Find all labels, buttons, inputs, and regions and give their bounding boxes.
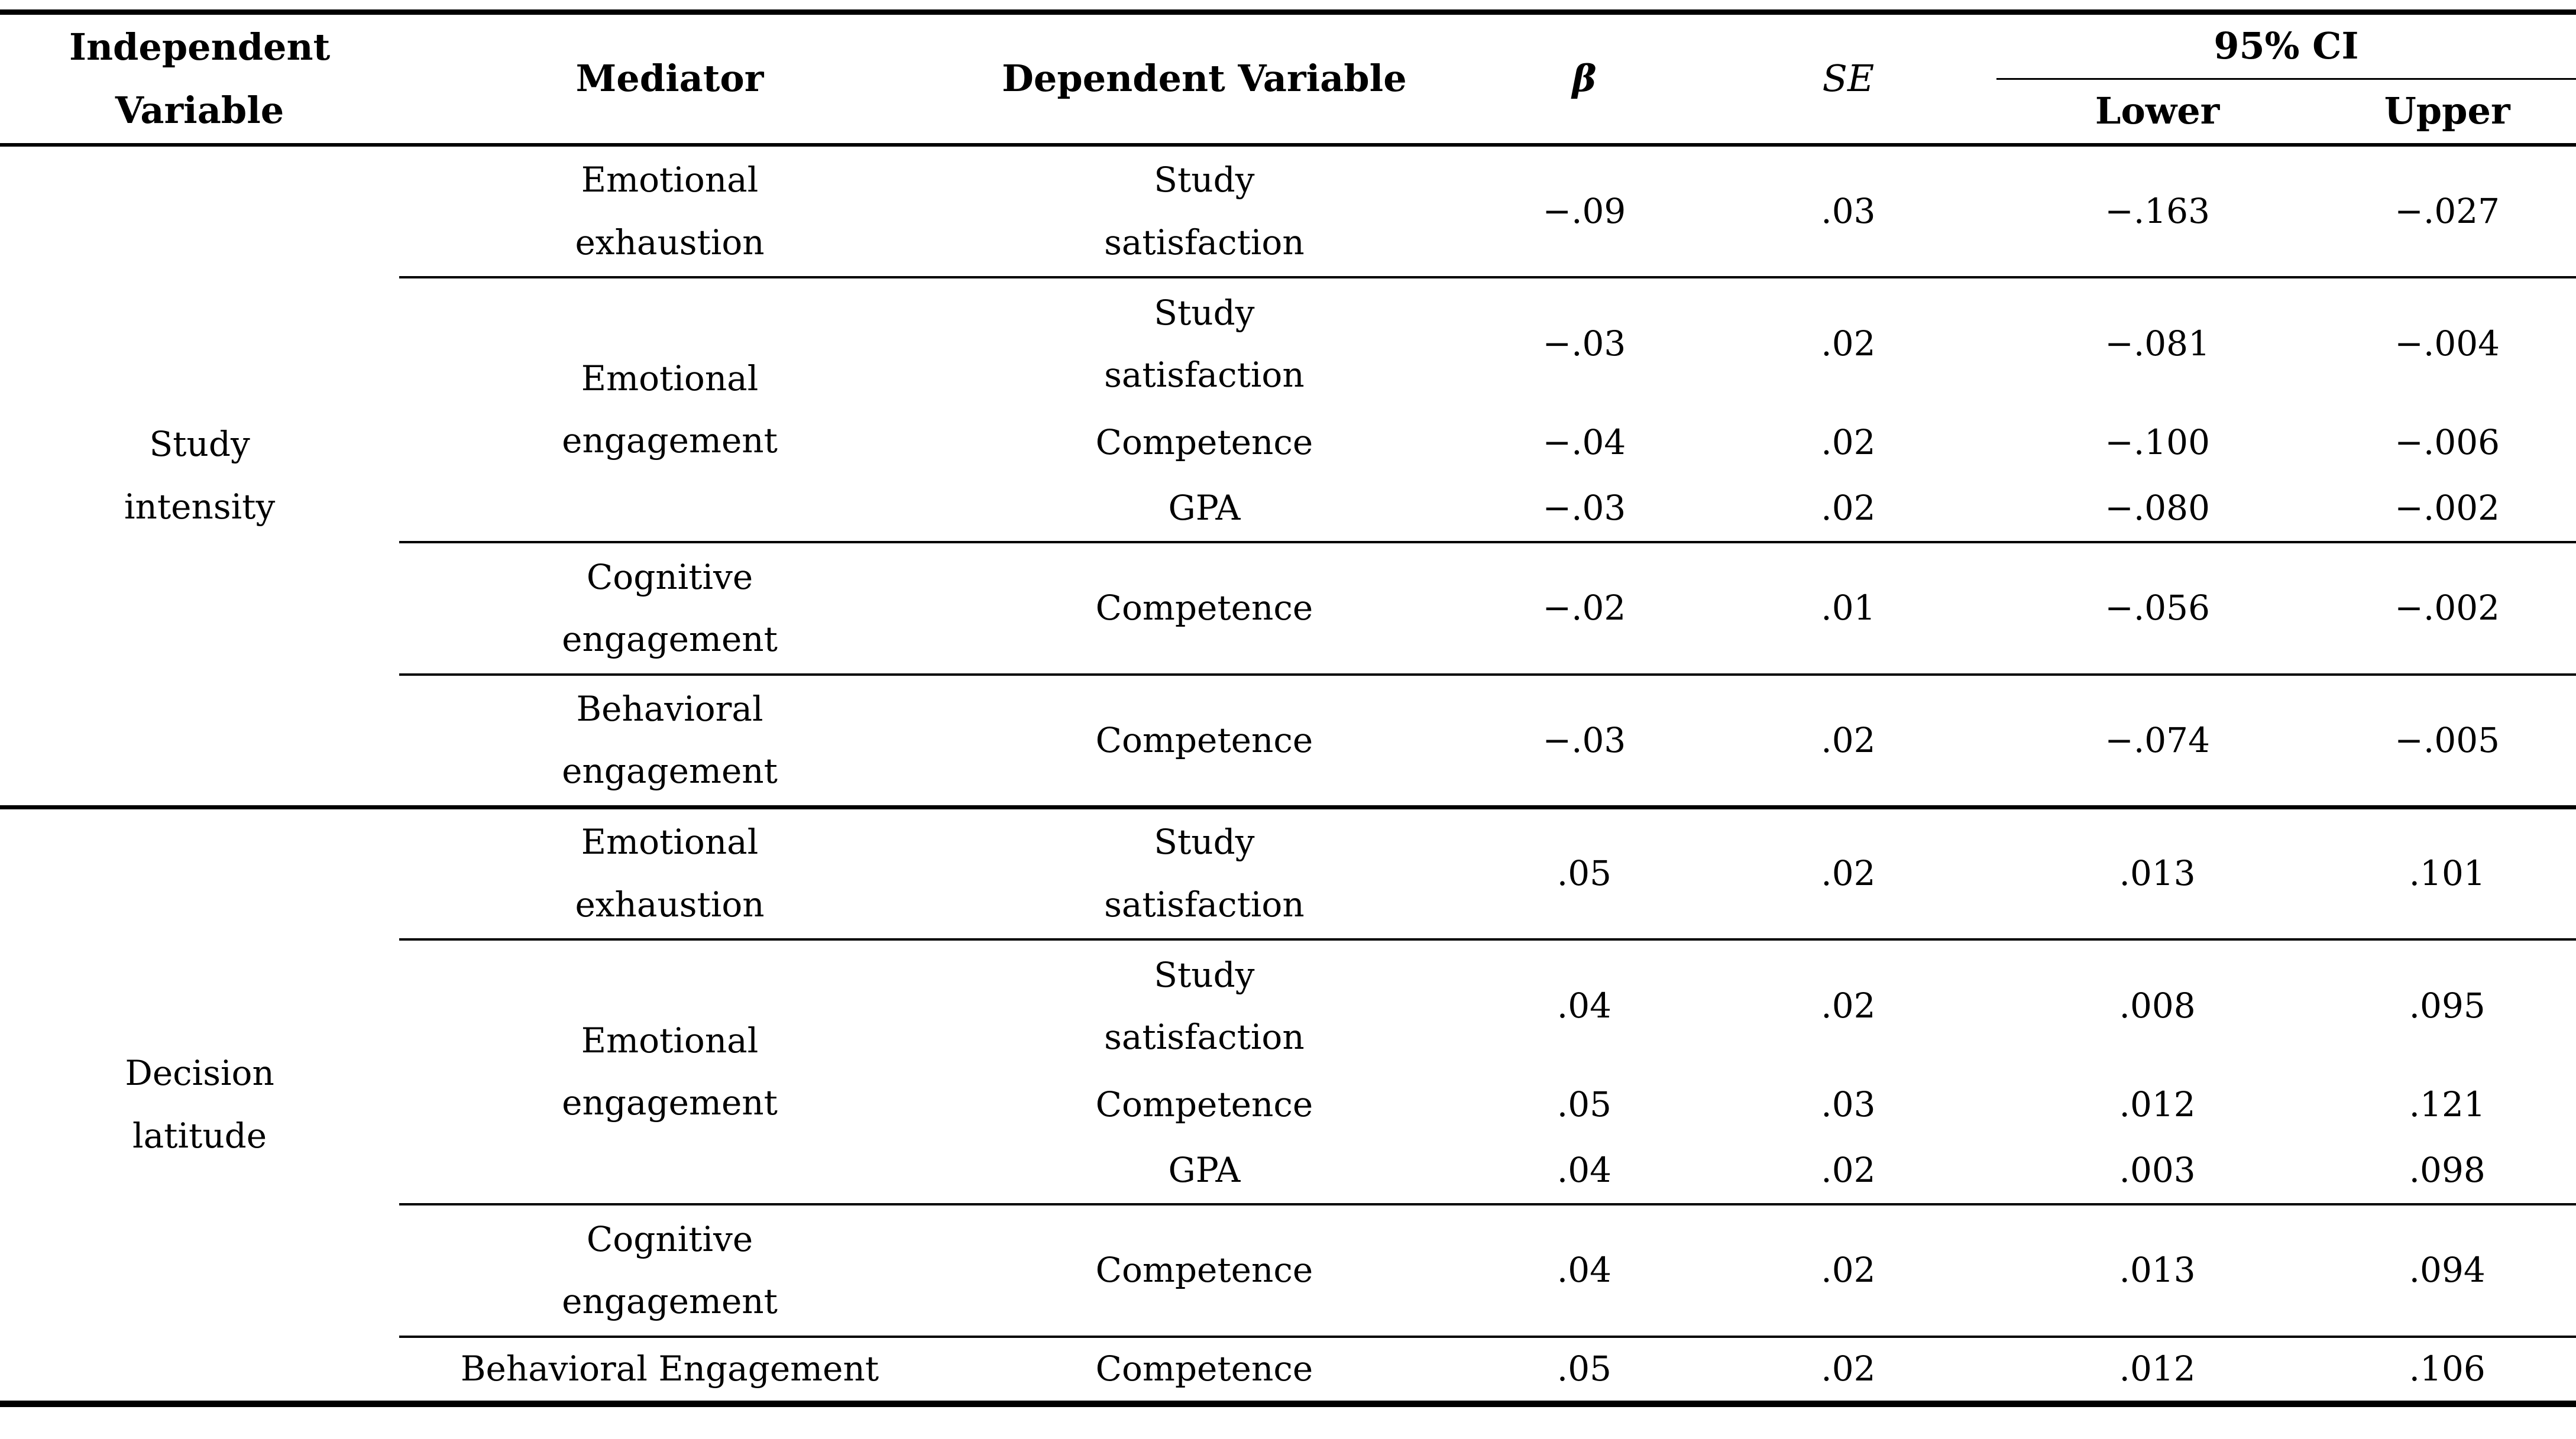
ci-upper-cell: .106 <box>2409 1349 2486 1389</box>
iv-cell: Study intensity <box>0 145 400 809</box>
dv-cell: GPA <box>940 1138 1468 1206</box>
ci-upper-cell: −.027 <box>2318 145 2576 279</box>
dv-cell: GPA <box>940 476 1468 544</box>
dv-cell: Competence <box>940 675 1468 809</box>
se-cell: .01 <box>1700 542 1996 676</box>
ci-lower-cell: .012 <box>2119 1349 2196 1389</box>
ci-upper-cell: .121 <box>2409 1084 2486 1125</box>
mediator-cell: Emotional exhaustion <box>399 145 940 279</box>
ci-upper-cell: −.002 <box>2318 542 2576 676</box>
dv-cell: Study satisfaction <box>1104 954 1305 1058</box>
beta-cell: .04 <box>1468 1204 1700 1338</box>
header-95-ci: 95% CI <box>1996 12 2576 80</box>
ci-lower-cell: .013 <box>1996 1204 2319 1338</box>
ci-upper-cell: −.006 <box>2394 422 2500 463</box>
se-cell: .02 <box>1700 807 1996 941</box>
beta-cell: .05 <box>1468 807 1700 941</box>
beta-cell: .04 <box>1468 1138 1700 1206</box>
header-beta: β <box>1468 12 1700 147</box>
ci-upper-cell: .098 <box>2318 1138 2576 1206</box>
header-independent-variable: Independent Variable <box>0 12 400 147</box>
beta-cell: .05 <box>1556 1084 1612 1125</box>
mediator-cell: Cognitive engagement <box>399 1204 940 1338</box>
dv-cell: Study satisfaction <box>940 145 1468 279</box>
beta-cell: −.04 <box>1542 422 1626 463</box>
beta-cell: −.02 <box>1468 542 1700 676</box>
se-cell: .02 <box>1700 675 1996 809</box>
ci-upper-cell: .101 <box>2318 807 2576 941</box>
ci-lower-cell: −.056 <box>1996 542 2319 676</box>
ci-lower-cell: −.080 <box>1996 476 2319 544</box>
ci-upper-cell: −.005 <box>2318 675 2576 809</box>
se-cell: .02 <box>1700 1138 1996 1206</box>
ci-upper-cell: −.004 <box>2394 323 2500 364</box>
dv-cell: Competence <box>1095 1349 1313 1389</box>
se-cell: .02 <box>1821 1349 1876 1389</box>
ci-upper-cell: −.002 <box>2318 476 2576 544</box>
ci-upper-cell: .094 <box>2318 1204 2576 1338</box>
se-cell: .03 <box>1700 145 1996 279</box>
header-ci-lower: Lower <box>1996 79 2319 147</box>
ci-lower-cell: −.074 <box>1996 675 2319 809</box>
ci-lower-cell: .012 <box>2119 1084 2196 1125</box>
beta-cell: −.03 <box>1468 675 1700 809</box>
mediator-cell: Emotional engagement <box>399 939 940 1206</box>
ci-lower-cell: .008 <box>2119 986 2196 1026</box>
dv-cell: Study satisfaction <box>940 807 1468 941</box>
beta-cell: −.03 <box>1542 323 1626 364</box>
se-cell: .02 <box>1821 323 1876 364</box>
header-se: SE <box>1700 12 1996 147</box>
se-cell: .02 <box>1700 476 1996 544</box>
ci-lower-cell: −.100 <box>2105 422 2210 463</box>
dv-cell: Competence <box>940 1204 1468 1338</box>
mediator-cell: Emotional engagement <box>399 277 940 544</box>
se-cell: .02 <box>1821 422 1876 463</box>
ci-lower-cell: −.163 <box>1996 145 2319 279</box>
dv-cell: Study satisfaction <box>1104 292 1305 396</box>
ci-lower-cell: .003 <box>1996 1138 2319 1206</box>
mediator-cell: Behavioral Engagement <box>460 1349 879 1389</box>
mediation-results-table: Independent Variable Mediator Dependent … <box>0 9 2576 1407</box>
beta-cell: .05 <box>1556 1349 1612 1389</box>
se-cell: .02 <box>1821 986 1876 1026</box>
beta-cell: −.09 <box>1468 145 1700 279</box>
header-dependent-variable: Dependent Variable <box>940 12 1468 147</box>
dv-cell: Competence <box>940 542 1468 676</box>
se-cell: .02 <box>1700 1204 1996 1338</box>
iv-cell: Decision latitude <box>125 1053 274 1156</box>
mediator-cell: Cognitive engagement <box>399 542 940 676</box>
dv-cell: Competence <box>1095 1084 1313 1125</box>
ci-lower-cell: .013 <box>1996 807 2319 941</box>
mediator-cell: Behavioral engagement <box>399 675 940 809</box>
dv-cell: Competence <box>1095 422 1313 463</box>
beta-cell: −.03 <box>1468 476 1700 544</box>
se-cell: .03 <box>1821 1084 1876 1125</box>
mediator-cell: Emotional exhaustion <box>399 807 940 941</box>
ci-upper-cell: .095 <box>2409 986 2486 1026</box>
beta-cell: .04 <box>1556 986 1612 1026</box>
header-ci-upper: Upper <box>2318 79 2576 147</box>
ci-lower-cell: −.081 <box>2105 323 2210 364</box>
header-mediator: Mediator <box>399 12 940 147</box>
